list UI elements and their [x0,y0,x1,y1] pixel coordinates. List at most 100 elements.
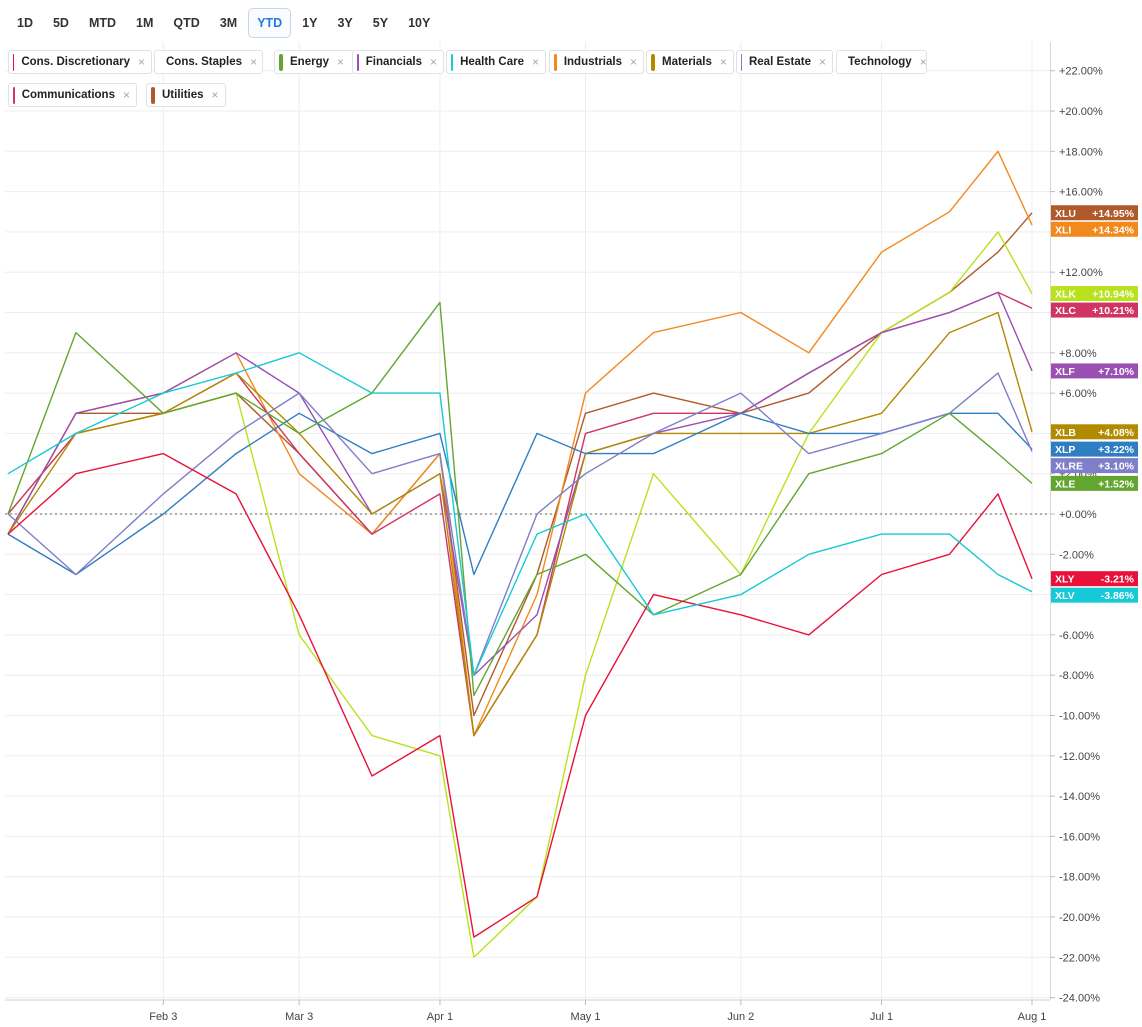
value-tag-background [1051,363,1138,379]
value-tag-background [1051,302,1138,318]
close-icon[interactable]: × [337,55,345,69]
value-tag-xlv: XLV -3.86% [1051,587,1138,603]
value-tag-value: +7.10% [1098,366,1135,378]
value-tag-value: +10.21% [1092,305,1134,317]
series-line-xly [7,452,1033,938]
legend-item-utilities[interactable]: Utilities × [146,83,226,107]
value-tag-value: +1.52% [1098,478,1135,490]
series-line-xlb [7,311,1033,737]
legend-item-communications[interactable]: Communications × [8,83,137,107]
y-tick-label: -18.00% [1059,872,1100,884]
range-button-3m[interactable]: 3M [219,16,238,30]
value-tag-xlre: XLRE +3.10% [1051,458,1138,474]
range-button-3y[interactable]: 3Y [337,16,353,30]
y-tick-label: +0.00% [1059,509,1097,521]
value-tag-xlp: XLP +3.22% [1051,441,1138,457]
y-tick-label: -22.00% [1059,952,1100,964]
value-tag-ticker: XLC [1055,305,1076,317]
range-button-5d[interactable]: 5D [52,16,69,30]
value-tag-xlb: XLB +4.08% [1051,424,1138,440]
value-tag-background [1051,587,1138,603]
time-range-selector: 1D 5D MTD 1M QTD 3M YTD 1Y 3Y 5Y 10Y [8,7,441,39]
legend-swatch [451,53,454,71]
legend-label: Communications [21,89,115,101]
value-tag-background [1051,286,1138,302]
value-tag-ticker: XLF [1055,366,1075,378]
series-line-xle [7,301,1033,697]
value-tag-value: +10.94% [1092,289,1134,301]
y-tick-label: +12.00% [1059,267,1103,279]
range-button-mtd[interactable]: MTD [88,16,117,30]
legend-item-financials[interactable]: Financials × [352,50,444,74]
close-icon[interactable]: × [429,55,437,69]
legend-item-materials[interactable]: Materials × [646,50,734,74]
value-tag-value: -3.86% [1101,590,1135,602]
value-tag-ticker: XLV [1055,590,1075,602]
legend-swatch [279,53,283,71]
value-tag-ticker: XLU [1055,208,1076,220]
value-tag-xlu: XLU +14.95% [1051,205,1138,221]
legend-item-industrials[interactable]: Industrials × [549,50,644,74]
legend-item-cons-discretionary[interactable]: Cons. Discretionary × [8,50,152,74]
series-line-xlu [7,212,1033,717]
legend-item-energy[interactable]: Energy × [274,50,354,74]
value-tag-xly: XLY -3.21% [1051,571,1138,587]
value-tag-ticker: XLK [1055,289,1076,301]
legend-label: Health Care [460,56,524,68]
y-tick-label: +22.00% [1059,66,1103,78]
value-tag-background [1051,424,1138,440]
close-icon[interactable]: × [137,55,145,69]
legend-label: Cons. Staples [166,56,243,68]
legend-swatch [13,86,15,104]
series-line-xlp [7,412,1033,576]
close-icon[interactable]: × [629,55,637,69]
value-tag-value: +3.22% [1098,444,1135,456]
close-icon[interactable]: × [211,88,219,102]
y-tick-label: -16.00% [1059,831,1100,843]
range-button-1y[interactable]: 1Y [302,16,318,30]
y-tick-label: +16.00% [1059,187,1103,199]
series-line-xlre [7,372,1033,676]
value-tag-xle: XLE +1.52% [1051,475,1138,491]
y-tick-label: -6.00% [1059,630,1094,642]
legend-label: Industrials [563,56,622,68]
legend-label: Real Estate [748,56,811,68]
legend-item-cons-staples[interactable]: Cons. Staples × [154,50,263,74]
legend-item-technology[interactable]: Technology × [836,50,927,74]
legend-swatch [741,53,742,71]
legend-label: Utilities [162,89,204,101]
y-tick-label: -20.00% [1059,912,1100,924]
range-button-ytd[interactable]: YTD [248,8,292,38]
close-icon[interactable]: × [122,88,130,102]
close-icon[interactable]: × [531,55,539,69]
value-tag-ticker: XLRE [1055,461,1083,473]
range-button-qtd[interactable]: QTD [173,16,200,30]
legend-item-real-estate[interactable]: Real Estate × [736,50,833,74]
range-button-1d[interactable]: 1D [17,16,33,30]
legend-swatch [554,53,557,71]
value-tag-value: +14.34% [1092,224,1134,236]
y-tick-label: -12.00% [1059,751,1100,763]
legend-label: Financials [365,56,422,68]
x-tick-label: Apr 1 [427,1011,453,1023]
range-button-5y[interactable]: 5Y [372,16,389,30]
legend-swatch [13,53,15,71]
legend-label: Energy [290,56,329,68]
close-icon[interactable]: × [818,55,826,69]
value-tag-xlf: XLF +7.10% [1051,363,1138,379]
close-icon[interactable]: × [250,55,258,69]
value-tag-ticker: XLI [1055,224,1071,236]
close-icon[interactable]: × [919,55,927,69]
range-button-1m[interactable]: 1M [136,16,154,30]
legend-item-health-care[interactable]: Health Care × [446,50,546,74]
range-button-10y[interactable]: 10Y [408,16,431,30]
legend-swatch [357,53,359,71]
value-tag-value: -3.21% [1101,574,1135,586]
close-icon[interactable]: × [719,55,727,69]
value-tag-background [1051,571,1138,587]
legend-label: Technology [848,56,912,68]
value-tag-value: +14.95% [1092,208,1134,220]
x-tick-label: Jun 2 [727,1011,754,1023]
x-tick-label: Jul 1 [870,1011,893,1023]
